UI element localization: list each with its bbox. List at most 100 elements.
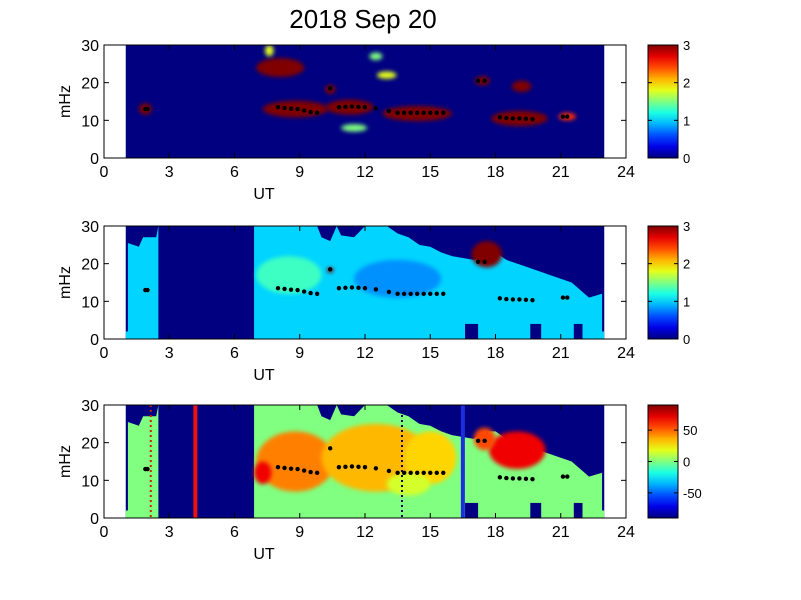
ridge-point (441, 110, 446, 116)
ridge-point (408, 470, 413, 475)
ridge-point (510, 476, 516, 481)
ridge-point (386, 289, 392, 295)
ridge-point (288, 466, 294, 471)
ridge-point (336, 285, 342, 291)
y-tick-label: 20 (81, 257, 99, 274)
ridge-point (328, 267, 333, 272)
ridge-point (373, 287, 379, 292)
chart-title: 2018 Sep 20 (289, 4, 437, 34)
ridge-point (295, 106, 300, 112)
y-axis-label: mHz (57, 85, 74, 118)
ridge-point (408, 110, 413, 116)
ridge-point (475, 259, 481, 264)
ridge-point (497, 296, 503, 301)
heatmap-gap (573, 502, 583, 518)
ridge-point (428, 470, 433, 475)
ridge-point (343, 464, 348, 469)
ridge-point (282, 105, 287, 111)
heatmap-gap (465, 502, 479, 518)
heatmap-blank-interval (158, 226, 255, 339)
colorbar-tick-label: 1 (683, 113, 690, 128)
ridge-point (441, 470, 446, 475)
ridge-point (308, 109, 313, 115)
x-tick-label: 9 (295, 164, 304, 181)
x-axis-label: UT (253, 367, 275, 384)
ridge-point (517, 476, 522, 481)
ridge-point (482, 78, 487, 83)
x-axis-label: UT (253, 186, 275, 203)
ridge-point (343, 104, 348, 109)
x-tick-label: 0 (100, 524, 109, 541)
x-tick-label: 15 (421, 164, 439, 181)
heatmap-gap (530, 323, 542, 339)
y-tick-label: 20 (81, 436, 99, 453)
colorbar-tick-label: 3 (683, 38, 690, 53)
ridge-point (401, 291, 407, 296)
ridge-point (314, 470, 320, 475)
x-tick-label: 3 (165, 164, 174, 181)
x-tick-label: 18 (487, 524, 505, 541)
colorbar-tick-label: -50 (683, 486, 702, 501)
ridge-point (295, 466, 300, 472)
x-tick-label: 6 (230, 524, 239, 541)
ridge-point (395, 110, 400, 116)
ridge-point (504, 115, 509, 121)
x-tick-label: 24 (617, 524, 635, 541)
y-tick-label: 0 (90, 151, 99, 168)
y-tick-label: 10 (81, 473, 99, 490)
ridge-point (421, 110, 426, 116)
x-tick-label: 3 (165, 345, 174, 362)
panel-3: 0 3 6 9 12 15 18 21 24 0 10 20 30 UT mHz 50 0 -50 (57, 398, 702, 563)
ridge-point (517, 297, 522, 302)
ridge-point (434, 470, 439, 475)
ridge-point (565, 295, 570, 300)
ridge-point (328, 446, 333, 451)
ridge-point (560, 295, 566, 300)
ridge-point (523, 116, 529, 122)
ridge-point (475, 78, 481, 83)
ridge-point (565, 114, 570, 119)
ridge-point (386, 468, 392, 474)
ridge-point (421, 470, 426, 475)
ridge-point (510, 297, 516, 302)
ridge-point (373, 106, 379, 111)
heatmap-blob (511, 80, 532, 93)
x-tick-label: 15 (421, 524, 439, 541)
ridge-point (356, 104, 361, 109)
ridge-point (275, 464, 281, 470)
x-tick-label: 9 (295, 524, 304, 541)
heatmap-blob (256, 431, 335, 492)
ridge-point (145, 106, 150, 112)
ridge-point (308, 469, 313, 475)
ridge-point (145, 287, 150, 293)
ridge-point (145, 466, 150, 472)
y-tick-label: 10 (81, 294, 99, 311)
ridge-point (408, 291, 413, 296)
ridge-point (441, 291, 446, 296)
ridge-point (504, 296, 509, 302)
heatmap-blank-interval (158, 405, 255, 518)
colorbar: 0 1 2 3 (647, 38, 690, 166)
x-tick-label: 9 (295, 345, 304, 362)
ridge-point (482, 438, 487, 443)
colorbar-tick-label: 3 (683, 219, 690, 234)
ridge-point (517, 116, 522, 121)
colorbar-tick-label: 0 (683, 455, 690, 470)
heatmap-blob (325, 99, 374, 115)
ridge-point (523, 476, 529, 482)
heatmap-blob (488, 431, 546, 470)
heatmap-blob (341, 124, 368, 132)
y-tick-label: 0 (90, 511, 99, 528)
ridge-point (349, 464, 355, 469)
ridge-point (497, 115, 503, 120)
ridge-point (301, 468, 307, 473)
ridge-point (530, 117, 535, 122)
x-tick-label: 15 (421, 345, 439, 362)
heatmap-gap (530, 502, 542, 518)
colorbar-tick-label: 0 (683, 332, 690, 347)
ridge-point (308, 290, 313, 296)
ridge-point (510, 116, 516, 121)
ridge-point (401, 110, 407, 116)
heatmap-blob (386, 472, 431, 496)
ridge-point (530, 298, 535, 303)
